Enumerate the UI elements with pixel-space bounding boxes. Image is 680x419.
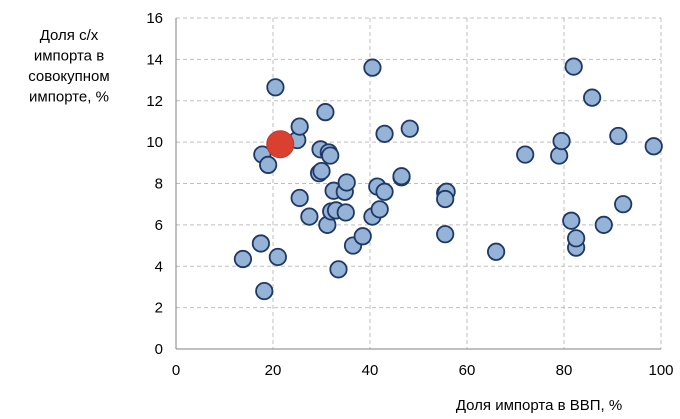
x-tick-label: 0 bbox=[172, 362, 180, 379]
y-tick-label: 12 bbox=[146, 93, 163, 110]
axes bbox=[175, 18, 661, 350]
grid-lines bbox=[176, 17, 662, 349]
data-point bbox=[370, 200, 389, 219]
data-point bbox=[363, 58, 382, 77]
y-axis-label: Доля с/х импорта в совокупном импорте, % bbox=[28, 27, 109, 106]
data-point bbox=[552, 131, 571, 151]
data-point bbox=[336, 203, 355, 222]
x-tick-label: 60 bbox=[459, 362, 476, 379]
y-tick-label: 10 bbox=[146, 134, 163, 151]
data-point bbox=[564, 57, 583, 76]
x-tick-label: 100 bbox=[648, 362, 673, 379]
data-points bbox=[233, 57, 663, 301]
data-point bbox=[337, 173, 356, 192]
y-axis-label-line: Доля с/х bbox=[40, 27, 99, 44]
data-point bbox=[436, 189, 455, 209]
y-tick-label: 6 bbox=[155, 217, 163, 234]
data-point bbox=[316, 103, 335, 122]
data-point bbox=[321, 146, 340, 165]
data-point bbox=[353, 227, 372, 246]
data-point bbox=[392, 167, 411, 186]
y-tick-label: 14 bbox=[146, 51, 163, 68]
data-point bbox=[312, 161, 331, 181]
data-point bbox=[614, 195, 633, 214]
y-tick-label: 8 bbox=[155, 176, 163, 193]
data-point bbox=[268, 247, 287, 267]
data-point bbox=[329, 260, 348, 279]
y-tick-label: 0 bbox=[155, 341, 163, 358]
data-point bbox=[233, 249, 253, 269]
data-point bbox=[251, 234, 270, 253]
data-point bbox=[375, 124, 394, 143]
data-point bbox=[562, 211, 581, 230]
data-point bbox=[609, 126, 628, 146]
y-axis-label-line: импорте, % bbox=[29, 89, 109, 106]
x-axis-label: Доля импорта в ВВП, % bbox=[456, 397, 622, 414]
y-tick-label: 16 bbox=[146, 10, 163, 27]
data-point bbox=[255, 281, 274, 301]
data-point bbox=[594, 215, 613, 234]
y-tick-label: 2 bbox=[155, 300, 163, 317]
y-tick-label: 4 bbox=[155, 258, 163, 275]
x-tick-label: 40 bbox=[362, 362, 379, 379]
data-point bbox=[400, 119, 419, 138]
tick-labels: 0 2 4 6 8 10 12 14 16 0 20 40 60 80 100 bbox=[146, 10, 673, 379]
x-tick-label: 20 bbox=[265, 362, 282, 379]
data-point bbox=[290, 117, 309, 136]
data-point bbox=[436, 225, 455, 244]
data-point bbox=[486, 242, 506, 261]
data-point bbox=[644, 137, 663, 156]
data-point bbox=[259, 155, 278, 174]
y-axis-label-line: импорта в bbox=[34, 48, 104, 65]
data-point bbox=[567, 229, 586, 248]
data-point bbox=[375, 182, 394, 201]
y-axis-label-line: совокупном bbox=[28, 68, 109, 85]
data-point bbox=[290, 188, 309, 208]
data-point bbox=[516, 145, 535, 164]
data-point bbox=[583, 88, 602, 107]
x-tick-label: 80 bbox=[556, 362, 573, 379]
data-point bbox=[300, 207, 319, 226]
highlight-point bbox=[266, 130, 295, 159]
data-point bbox=[266, 78, 285, 97]
